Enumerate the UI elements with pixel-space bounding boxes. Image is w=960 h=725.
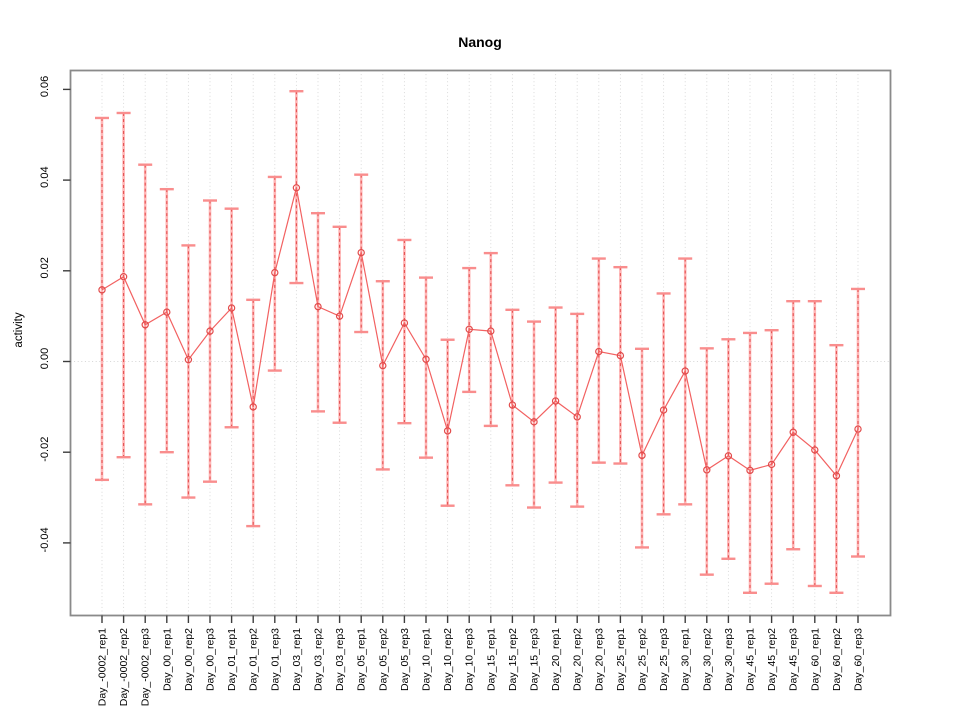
x-tick-label: Day_00_rep2 (183, 628, 195, 691)
data-point-marker (314, 302, 322, 311)
data-point-marker (508, 401, 517, 409)
x-tick-label: Day_25_rep1 (615, 628, 627, 691)
x-tick-label: Day_-0002_rep2 (118, 628, 130, 706)
chart-title: Nanog (458, 34, 502, 50)
data-point-marker (249, 403, 257, 411)
x-tick-label: Day_01_rep1 (226, 628, 238, 691)
x-tick-label: Day_10_rep2 (442, 628, 454, 691)
data-point-marker (422, 355, 430, 363)
data-point-marker (98, 286, 106, 294)
x-tick-label: Day_03_rep2 (313, 628, 325, 691)
x-tick-label: Day_60_rep3 (853, 628, 865, 691)
x-tick-label: Day_30_rep1 (680, 628, 692, 691)
data-point-marker (335, 312, 344, 320)
data-point-marker (681, 367, 689, 375)
x-tick-label: Day_05_rep2 (377, 628, 389, 691)
data-point-marker (141, 321, 149, 329)
data-point-marker (206, 327, 214, 335)
data-point-marker (789, 428, 797, 436)
x-tick-label: Day_15_rep3 (529, 628, 541, 691)
x-tick-label: Day_20_rep3 (593, 628, 605, 691)
x-tick-label: Day_25_rep2 (637, 628, 649, 691)
x-tick-label: Day_60_rep2 (831, 628, 843, 691)
data-point-marker (530, 418, 538, 426)
x-tick-label: Day_60_rep1 (809, 628, 821, 691)
x-tick-label: Day_20_rep1 (550, 628, 562, 691)
y-tick-label: 0.02 (39, 257, 51, 278)
data-point-marker (811, 446, 819, 454)
y-tick-label: 0.04 (39, 166, 51, 187)
data-point-marker (638, 451, 646, 460)
data-point-marker (184, 355, 193, 364)
x-tick-label: Day_-0002_rep3 (140, 628, 152, 706)
data-point-marker (379, 361, 387, 370)
data-point-marker (357, 248, 365, 257)
x-tick-label: Day_45_rep3 (788, 628, 800, 691)
x-tick-label: Day_05_rep3 (399, 628, 411, 691)
x-tick-label: Day_-0002_rep1 (97, 628, 109, 706)
y-tick-label: -0.04 (39, 527, 51, 552)
data-point-marker (595, 347, 603, 356)
data-point-marker (400, 319, 409, 327)
x-tick-label: Day_05_rep1 (356, 628, 368, 691)
data-point-marker (551, 397, 560, 405)
y-tick-label: -0.02 (39, 437, 51, 462)
data-point-marker (767, 460, 776, 469)
data-point-marker (227, 304, 236, 312)
data-point-marker (659, 406, 668, 414)
data-point-marker (573, 413, 581, 421)
x-tick-label: Day_01_rep3 (269, 628, 281, 691)
data-point-marker (703, 466, 711, 474)
x-tick-label: Day_03_rep1 (291, 628, 303, 691)
data-point-marker (616, 351, 625, 360)
data-point-marker (292, 184, 301, 192)
data-point-marker (854, 425, 862, 433)
x-tick-label: Day_20_rep2 (572, 628, 584, 691)
plot-area: 0.06 0.04 0.02 0.00 -0.02 -0.04 Day_-0002_rep1… (39, 69, 892, 706)
data-point-marker (746, 466, 754, 475)
data-point-marker (443, 427, 452, 435)
x-tick-label: Day_30_rep2 (701, 628, 713, 691)
series-line (101, 187, 859, 477)
data-point-marker (163, 308, 171, 316)
x-tick-label: Day_01_rep2 (248, 628, 260, 691)
data-point-marker (465, 325, 473, 334)
plot-border (69, 69, 892, 617)
x-tick-label: Day_25_rep3 (658, 628, 670, 691)
x-tick-label: Day_03_rep3 (334, 628, 346, 691)
data-point-marker (271, 268, 279, 277)
y-axis-label: activity (13, 312, 25, 347)
x-tick-label: Day_45_rep2 (766, 628, 778, 691)
y-tick-label: 0.00 (39, 348, 51, 369)
x-tick-label: Day_15_rep1 (485, 628, 497, 691)
x-tick-label: Day_30_rep3 (723, 628, 735, 691)
data-point-marker (832, 472, 841, 480)
x-tick-label: Day_00_rep3 (205, 628, 217, 691)
x-tick-label: Day_45_rep1 (745, 628, 757, 691)
x-tick-label: Day_10_rep1 (421, 628, 433, 691)
x-tick-label: Day_00_rep1 (161, 628, 173, 691)
y-tick-label: 0.06 (39, 76, 51, 97)
x-tick-label: Day_10_rep3 (464, 628, 476, 691)
data-point-marker (119, 272, 128, 281)
x-tick-label: Day_15_rep2 (507, 628, 519, 691)
data-point-marker (487, 327, 495, 335)
data-point-marker (724, 452, 733, 460)
